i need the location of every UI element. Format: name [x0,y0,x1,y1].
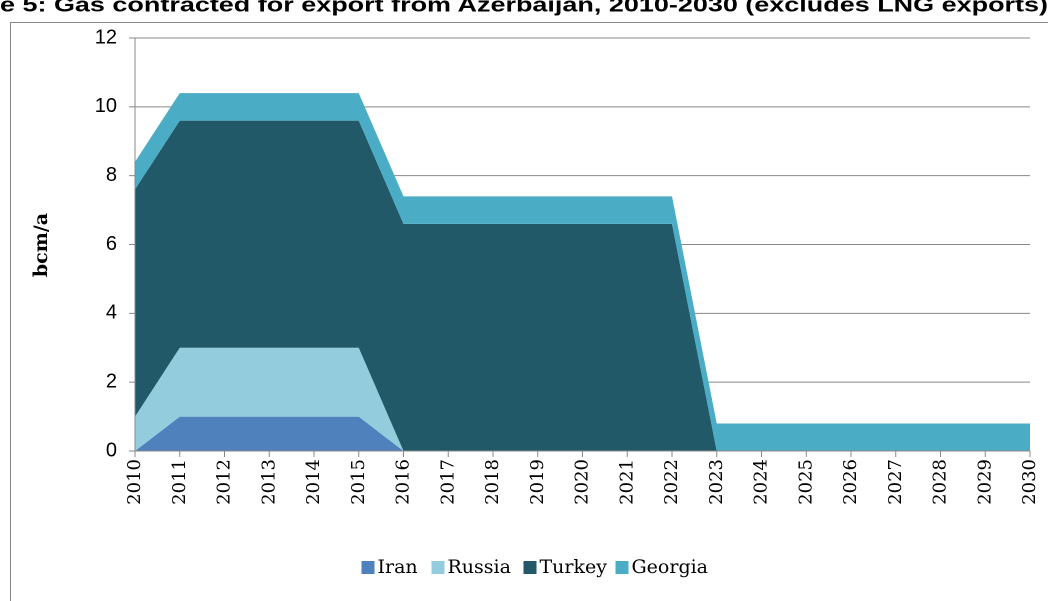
x-tick-label: 2021 [616,459,637,505]
x-tick-label: 2019 [527,459,548,505]
legend-label: Turkey [540,556,608,578]
legend-swatch [523,561,537,574]
x-tick-label: 2022 [661,459,682,505]
legend-swatch [431,561,445,574]
x-tick-label: 2026 [840,459,861,505]
y-tick-label: 8 [106,164,117,186]
legend-swatch [361,561,375,574]
y-tick-label: 6 [106,233,117,255]
x-tick-label: 2014 [303,459,324,505]
area [135,416,1030,451]
x-tick-label: 2023 [706,459,727,505]
x-tick-label: 2028 [930,459,951,505]
x-tick-label: 2029 [974,459,995,505]
y-axis-label: bcm/a [30,213,52,277]
x-tick-label: 2017 [437,459,458,505]
x-tick-label: 2010 [124,459,145,505]
y-tick-label: 4 [106,302,117,324]
legend-label: Georgia [632,556,709,578]
x-tick-label: 2020 [572,459,593,505]
x-tick-label: 2025 [795,459,816,505]
y-tick-label: 10 [95,95,117,117]
chart-title: e 5: Gas contracted for export from Azer… [0,0,1048,16]
y-tick-label: 0 [106,439,117,461]
x-tick-label: 2015 [348,459,369,505]
x-tick-label: 2030 [1019,459,1040,505]
legend-swatch [615,561,629,574]
x-tick-label: 2012 [214,459,235,505]
y-tick-label: 2 [106,370,117,392]
legend-label: Russia [448,556,511,578]
x-tick-label: 2027 [885,459,906,505]
x-tick-label: 2016 [393,459,414,505]
area [135,347,1030,451]
x-tick-label: 2018 [482,459,503,505]
x-tick-label: 2011 [169,459,190,505]
area [135,120,1030,451]
legend-label: Iran [378,556,418,578]
x-tick-label: 2013 [258,459,279,505]
y-tick-label: 12 [95,26,117,48]
x-tick-label: 2024 [751,459,772,505]
chart-frame [10,22,1048,601]
